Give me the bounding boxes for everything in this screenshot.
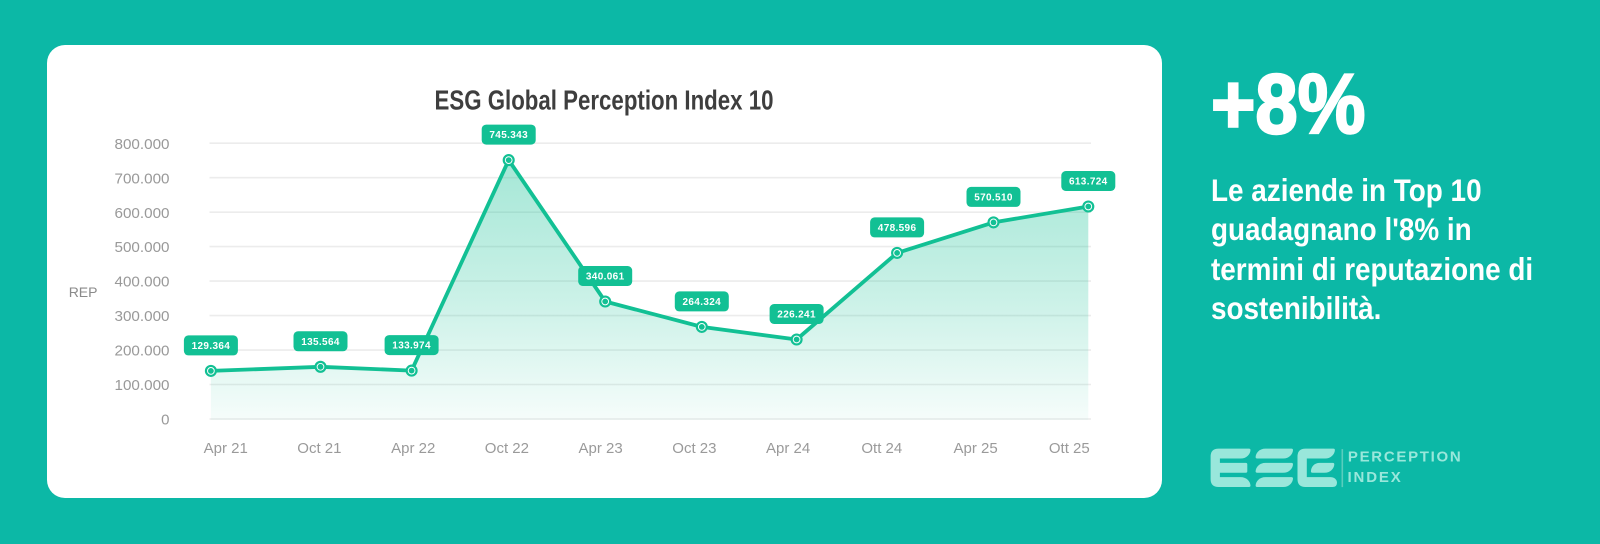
svg-text:Oct 21: Oct 21 (297, 440, 341, 457)
svg-text:PERCEPTION: PERCEPTION (1348, 449, 1463, 466)
svg-text:Ott 25: Ott 25 (1049, 440, 1090, 457)
svg-text:REP: REP (69, 284, 98, 300)
svg-text:Apr 22: Apr 22 (391, 440, 435, 457)
svg-text:400.000: 400.000 (115, 274, 170, 291)
svg-text:Apr 23: Apr 23 (578, 440, 622, 457)
svg-text:600.000: 600.000 (115, 205, 170, 222)
svg-text:745.343: 745.343 (489, 130, 528, 141)
svg-text:613.724: 613.724 (1069, 177, 1108, 188)
svg-text:129.364: 129.364 (192, 341, 231, 352)
svg-text:500.000: 500.000 (115, 239, 170, 256)
svg-text:800.000: 800.000 (115, 136, 170, 153)
svg-text:Apr 25: Apr 25 (953, 440, 997, 457)
svg-text:Oct 23: Oct 23 (672, 440, 716, 457)
svg-text:ESG Global Perception Index 10: ESG Global Perception Index 10 (435, 85, 774, 116)
svg-text:0: 0 (161, 412, 169, 429)
svg-text:340.061: 340.061 (586, 272, 625, 283)
svg-text:700.000: 700.000 (115, 170, 170, 187)
svg-text:570.510: 570.510 (974, 193, 1013, 204)
svg-text:478.596: 478.596 (878, 223, 917, 234)
svg-text:264.324: 264.324 (682, 297, 721, 308)
svg-text:100.000: 100.000 (115, 377, 170, 394)
svg-text:Oct 22: Oct 22 (485, 440, 529, 457)
svg-text:Ott 24: Ott 24 (861, 440, 902, 457)
svg-text:133.974: 133.974 (392, 341, 431, 352)
svg-text:226.241: 226.241 (777, 310, 816, 321)
svg-text:300.000: 300.000 (115, 308, 170, 325)
svg-text:135.564: 135.564 (301, 337, 340, 348)
svg-text:Apr 24: Apr 24 (766, 440, 810, 457)
svg-text:INDEX: INDEX (1348, 469, 1403, 486)
svg-text:Apr 21: Apr 21 (204, 440, 248, 457)
svg-text:200.000: 200.000 (115, 343, 170, 360)
